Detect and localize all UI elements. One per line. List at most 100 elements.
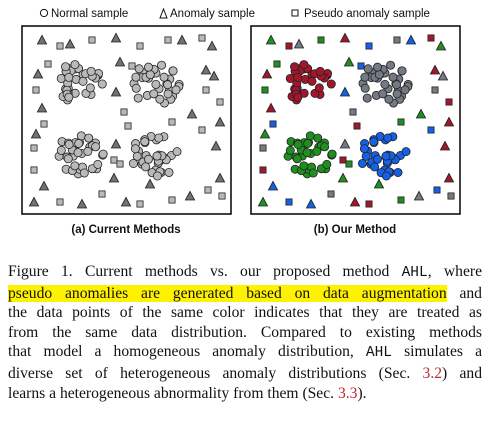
normal-sample-point <box>61 62 71 72</box>
pseudo-anomaly-point <box>30 166 38 174</box>
normal-sample-point <box>378 89 388 99</box>
normal-sample-point <box>86 66 96 76</box>
normal-sample-point <box>372 62 382 72</box>
normal-sample-point <box>360 83 370 93</box>
anomaly-sample-point <box>405 34 417 45</box>
anomaly-sample-point <box>265 102 277 113</box>
pseudo-anomaly-point <box>124 122 132 130</box>
normal-sample-point <box>152 171 162 181</box>
section-ref-link[interactable]: 3.2 <box>422 364 443 382</box>
normal-sample-point <box>63 154 73 164</box>
normal-sample-point <box>363 64 373 74</box>
normal-sample-point <box>383 133 393 143</box>
caption-line-2: pseudo anomalies are generated based on … <box>8 284 482 302</box>
legend-pseudo-label: Pseudo anomaly sample <box>304 8 430 20</box>
anomaly-sample-point <box>186 108 198 119</box>
normal-sample-point <box>299 60 309 70</box>
pseudo-anomaly-point <box>136 200 144 208</box>
anomaly-sample-point <box>214 172 226 183</box>
pseudo-anomaly-point <box>427 34 435 42</box>
normal-sample-point <box>388 72 398 82</box>
normal-sample-point <box>320 142 330 152</box>
legend-normal-label: Normal sample <box>51 8 128 20</box>
pseudo-anomaly-point <box>339 156 347 164</box>
anomaly-sample-point <box>349 196 361 207</box>
pseudo-anomaly-point <box>168 118 176 126</box>
anomaly-sample-point <box>261 68 273 79</box>
pseudo-anomaly-point <box>317 36 325 44</box>
anomaly-sample-point <box>443 172 455 183</box>
normal-sample-point <box>315 66 325 76</box>
normal-sample-point <box>93 159 103 169</box>
anomaly-sample-point <box>337 172 349 183</box>
normal-sample-point <box>143 62 153 72</box>
panel-b-marks <box>257 32 455 209</box>
figure-caption: Figure 1. Current methods vs. our propos… <box>8 262 482 403</box>
pseudo-anomaly-point <box>198 34 206 42</box>
caption-line-7: learns a heterogeneous abnormality from … <box>8 384 367 402</box>
pseudo-anomaly-point <box>198 126 206 134</box>
anomaly-sample-point <box>38 180 50 191</box>
pseudo-anomaly-point <box>393 36 401 44</box>
normal-sample-point <box>357 158 367 168</box>
normal-sample-point <box>285 145 295 155</box>
pseudo-anomaly-point <box>168 196 176 204</box>
anomaly-sample-point <box>36 102 48 113</box>
anomaly-sample-point <box>208 70 220 81</box>
normal-sample-point <box>313 133 323 143</box>
legend-normal-marker <box>39 8 49 18</box>
normal-sample-point <box>374 70 384 80</box>
normal-sample-point <box>380 79 390 89</box>
anomaly-sample-point <box>339 138 351 149</box>
pseudo-anomaly-point <box>285 42 293 50</box>
anomaly-sample-point <box>76 198 88 209</box>
pseudo-anomaly-point <box>349 108 357 116</box>
section-ref-link[interactable]: 3.3 <box>337 384 358 402</box>
pseudo-anomaly-point <box>202 86 210 94</box>
anomaly-sample-point <box>108 172 120 183</box>
pseudo-anomaly-point <box>218 192 226 200</box>
normal-sample-point <box>322 159 332 169</box>
caption-line-5: that model a homogeneous anomaly distrib… <box>8 343 483 362</box>
normal-sample-point <box>70 161 80 171</box>
pseudo-anomaly-point <box>120 108 128 116</box>
pseudo-anomaly-point <box>357 62 365 70</box>
normal-sample-point <box>133 93 143 103</box>
normal-sample-point <box>131 72 141 82</box>
anomaly-sample-point <box>415 108 427 119</box>
pseudo-anomaly-point <box>269 120 277 128</box>
pseudo-anomaly-point <box>353 122 361 130</box>
anomaly-sample-point <box>120 196 132 207</box>
anomaly-sample-point <box>36 34 48 45</box>
pseudo-anomaly-point <box>397 118 405 126</box>
normal-sample-point <box>79 168 89 178</box>
pseudo-anomaly-point <box>136 42 144 50</box>
panel-our-method <box>250 25 461 215</box>
anomaly-sample-point <box>214 116 226 127</box>
normal-sample-point <box>154 133 164 143</box>
pseudo-anomaly-point <box>204 186 212 194</box>
normal-sample-point <box>393 167 403 177</box>
caption-line-6: diverse set of heterogeneous anomaly dis… <box>8 364 483 382</box>
normal-sample-point <box>98 149 108 159</box>
anomaly-sample-point <box>64 38 76 49</box>
normal-sample-point <box>327 149 337 159</box>
normal-sample-point <box>293 72 303 82</box>
pseudo-anomaly-point <box>44 60 52 68</box>
normal-sample-point <box>392 89 402 99</box>
normal-sample-point <box>140 137 150 147</box>
method-name-ahl: AHL <box>365 345 393 362</box>
anomaly-sample-point <box>110 32 122 43</box>
normal-sample-point <box>168 66 178 76</box>
normal-sample-point <box>307 76 317 86</box>
normal-sample-point <box>151 79 161 89</box>
pseudo-anomaly-point <box>397 196 405 204</box>
normal-sample-point <box>392 80 402 90</box>
normal-sample-point <box>381 151 391 161</box>
anomaly-sample-point <box>339 32 351 43</box>
caption-line-4: from the same data distribution. Compare… <box>8 323 482 341</box>
pseudo-anomaly-point <box>433 186 441 194</box>
pseudo-anomaly-point <box>116 160 124 168</box>
pseudo-anomaly-point <box>30 144 38 152</box>
normal-sample-point <box>401 147 411 157</box>
